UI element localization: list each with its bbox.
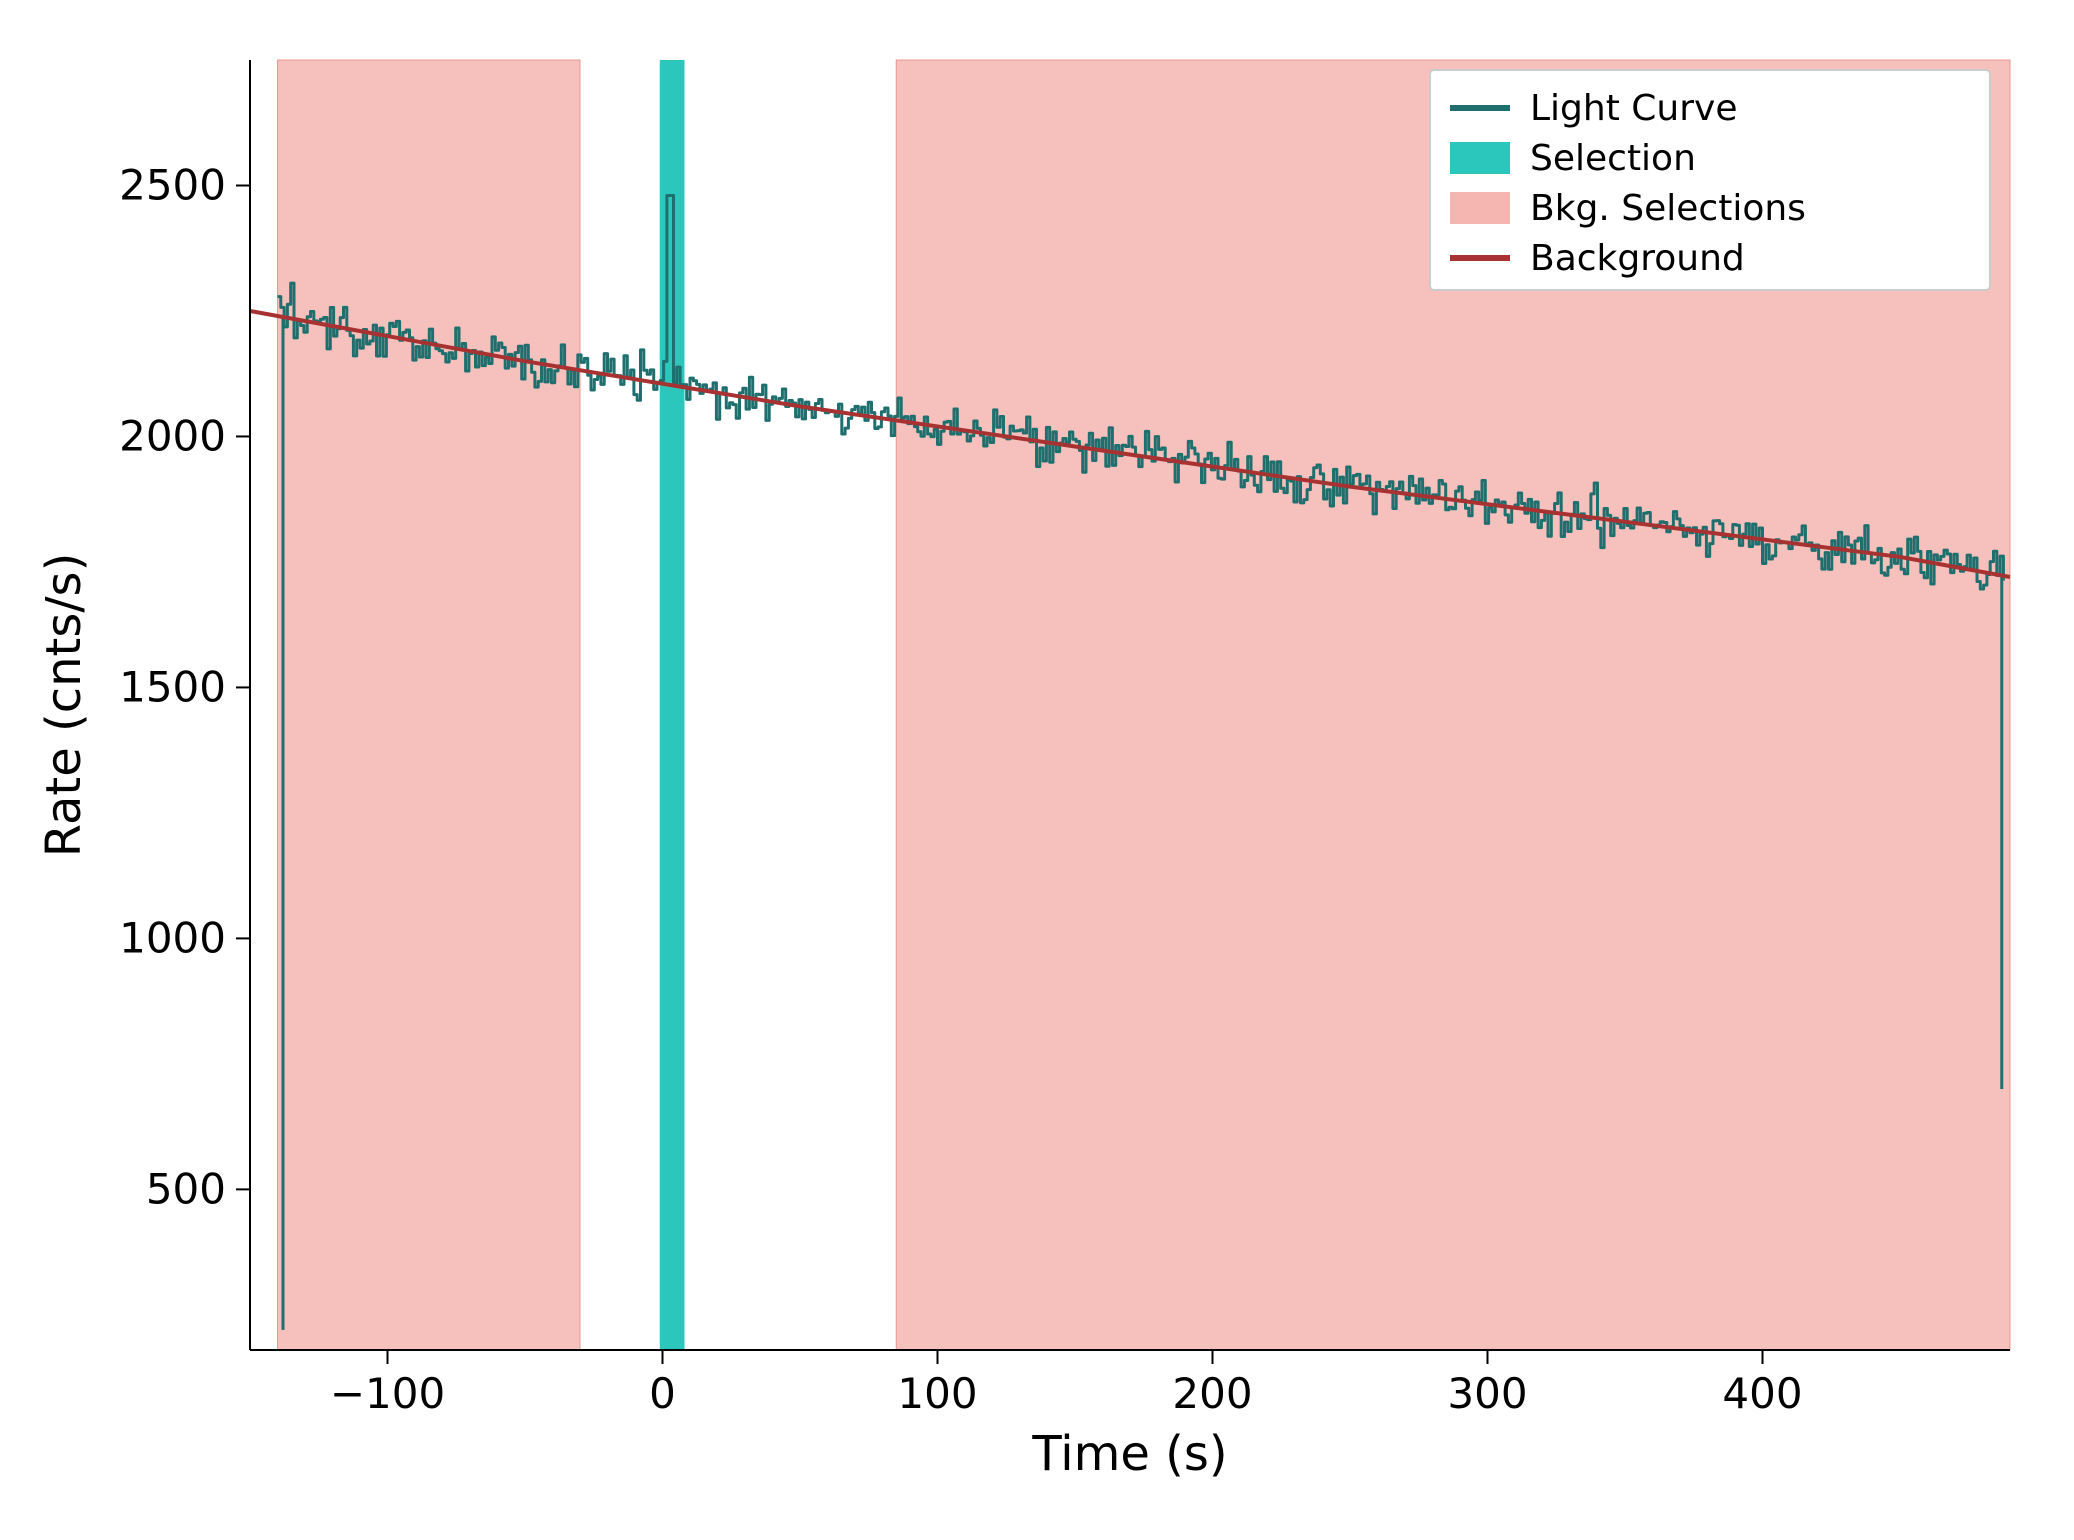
- legend-label: Selection: [1530, 138, 1696, 179]
- x-tick-label: 0: [649, 1369, 676, 1418]
- x-tick-label: 300: [1447, 1369, 1527, 1418]
- x-axis-label: Time (s): [1031, 1426, 1227, 1482]
- legend-label: Background: [1530, 238, 1745, 279]
- legend-label: Bkg. Selections: [1530, 188, 1806, 229]
- x-tick-label: 100: [897, 1369, 977, 1418]
- x-tick-label: 200: [1172, 1369, 1252, 1418]
- y-tick-label: 1500: [119, 662, 226, 711]
- legend-swatch: [1450, 142, 1510, 174]
- y-tick-label: 1000: [119, 913, 226, 962]
- y-tick-label: 500: [146, 1164, 226, 1213]
- legend-swatch: [1450, 192, 1510, 224]
- legend-label: Light Curve: [1530, 88, 1738, 129]
- x-tick-label: 400: [1722, 1369, 1802, 1418]
- light-curve-chart: −100 0 100 200 300 400 500 1000 1500 2000 2500 Time…: [0, 0, 2074, 1540]
- bkg-selection-region: [278, 60, 581, 1350]
- y-tick-label: 2000: [119, 411, 226, 460]
- y-axis-label: Rate (cnts/s): [36, 553, 92, 858]
- chart-svg: −100 0 100 200 300 400 500 1000 1500 2000 2500 Time…: [0, 0, 2074, 1540]
- x-tick-label: −100: [330, 1369, 445, 1418]
- y-tick-label: 2500: [119, 160, 226, 209]
